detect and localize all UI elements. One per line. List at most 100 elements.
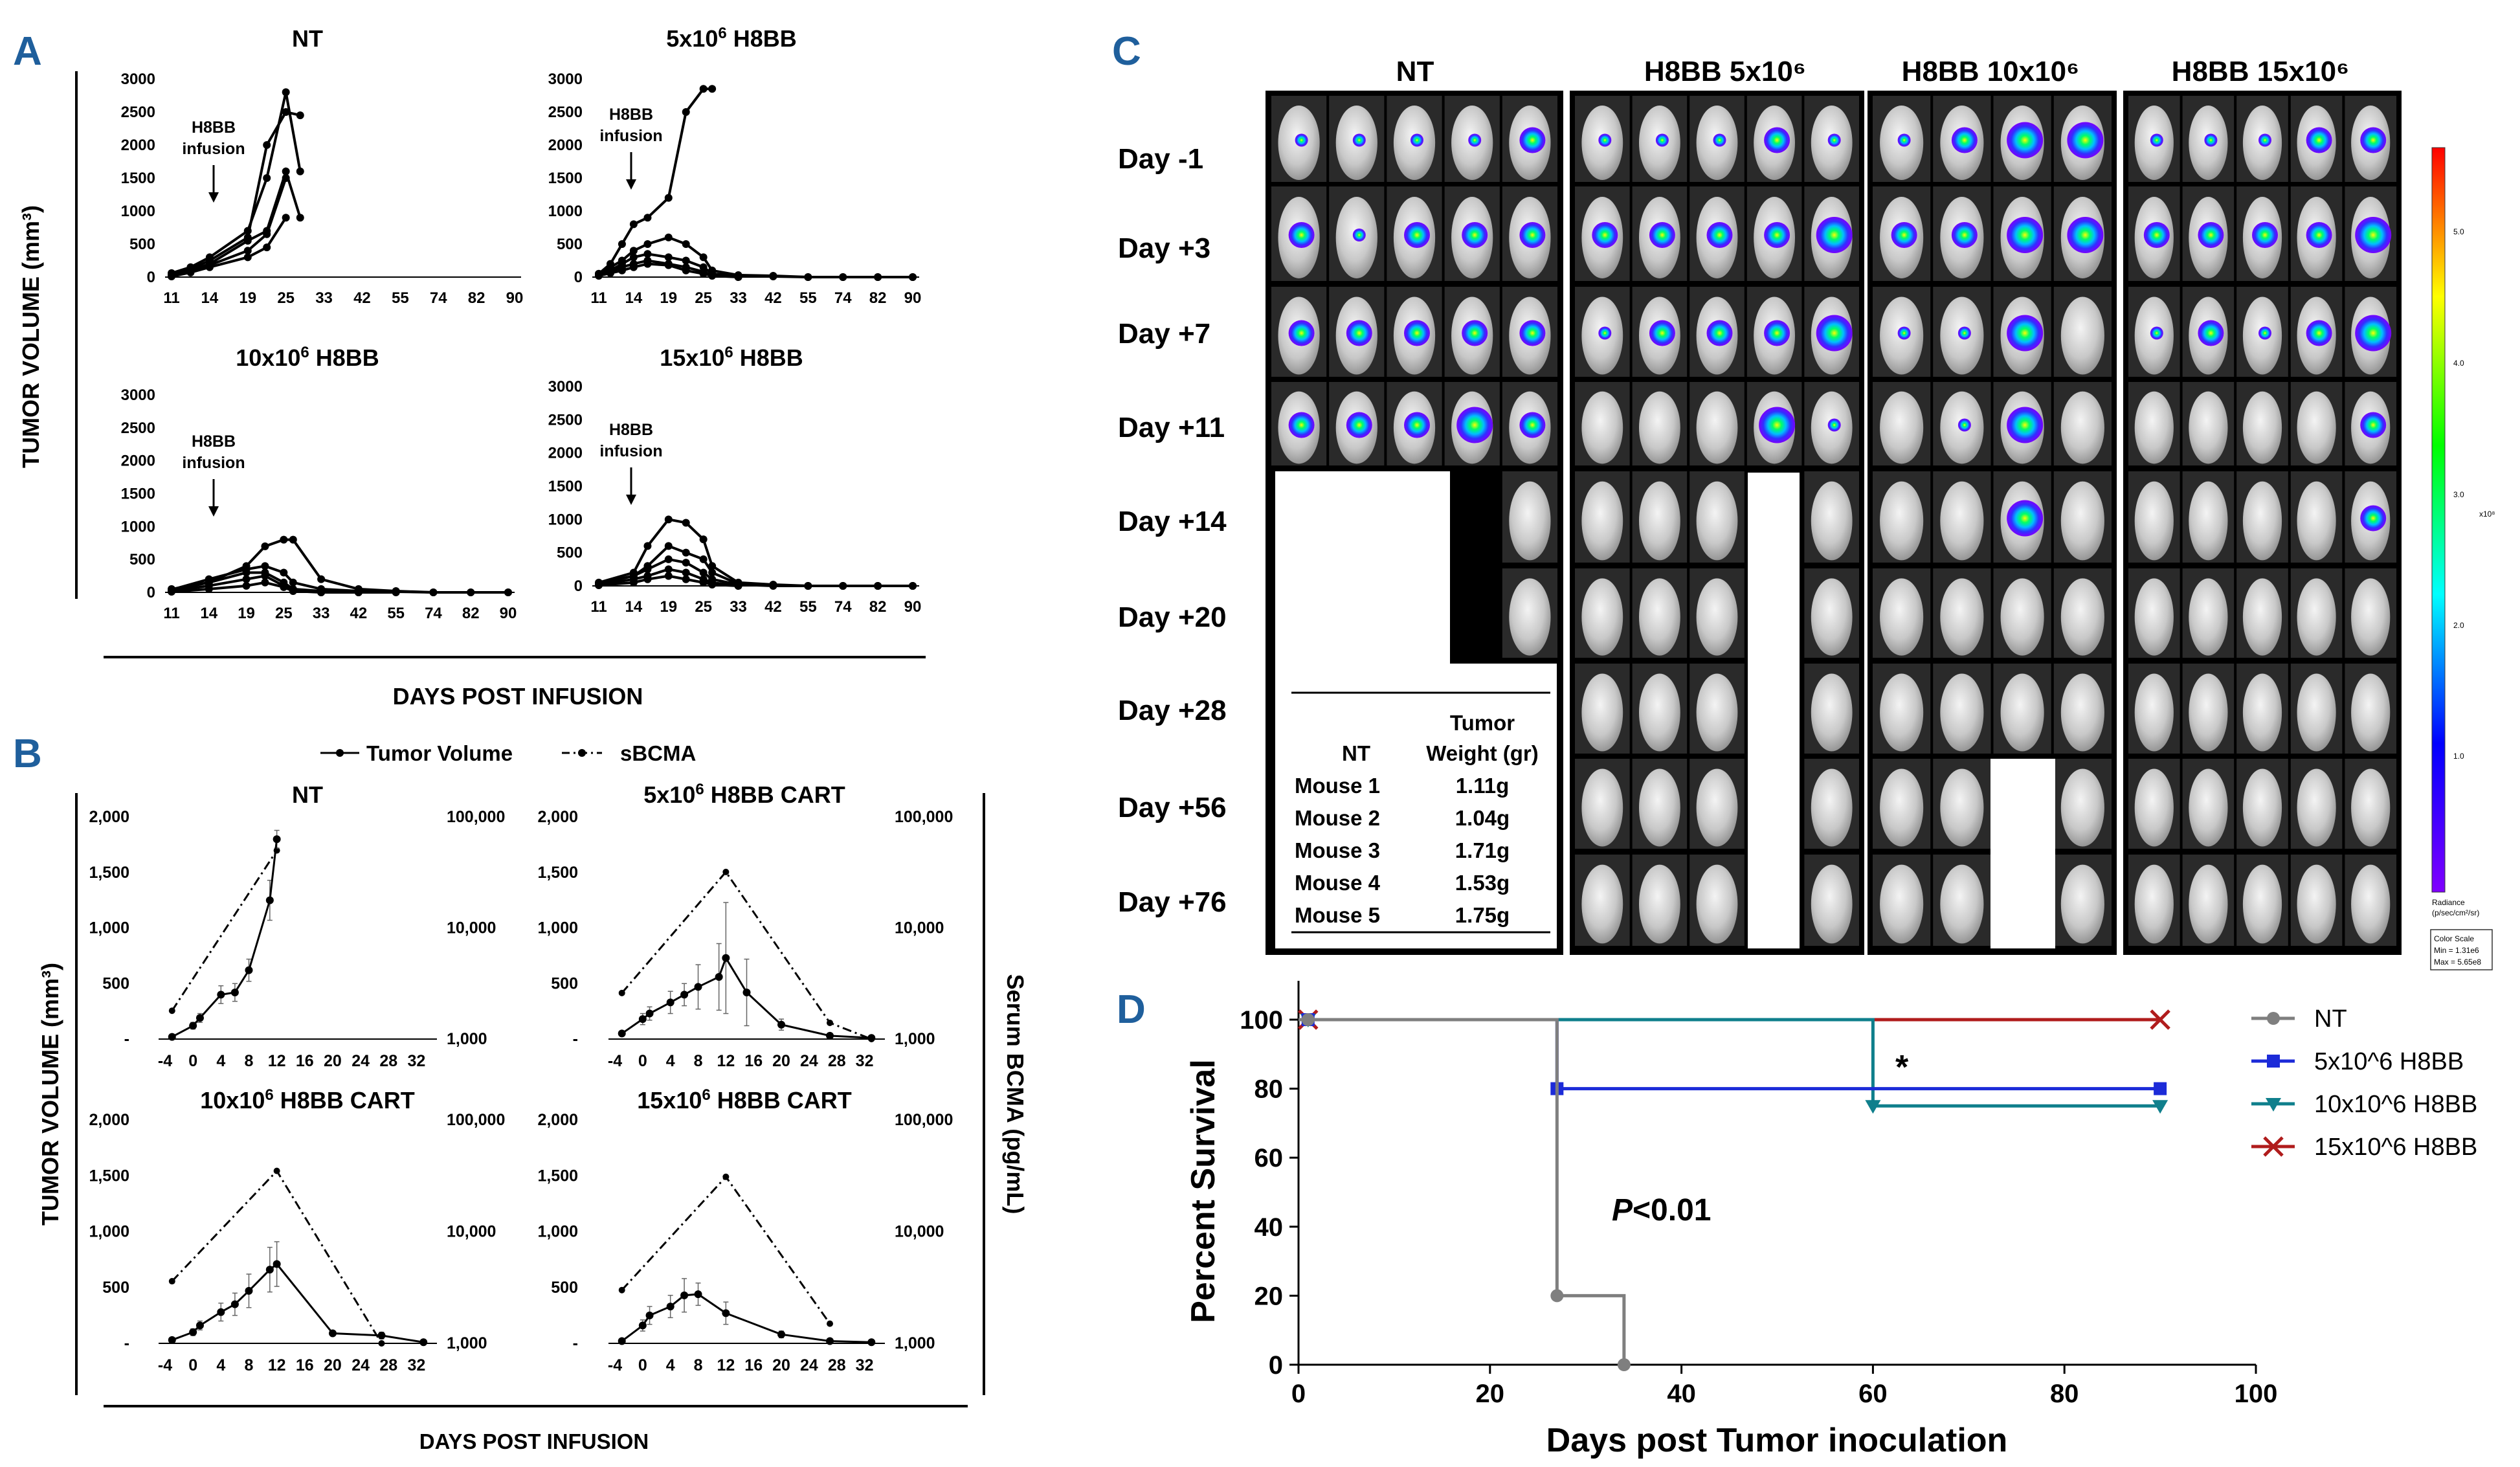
subplot-title: NT <box>292 25 323 52</box>
data-point <box>263 174 271 182</box>
y-tick-label: 1,000 <box>537 919 578 937</box>
bioluminescence-signal <box>1352 229 1366 241</box>
km-marker-circle <box>1550 1289 1564 1303</box>
data-point <box>282 108 290 116</box>
bioluminescence-signal <box>1462 222 1488 248</box>
x-tick-label: 55 <box>799 598 817 616</box>
panel-b: Tumor Volume sBCMA TUMOR VOLUME (mm³) Se… <box>37 741 1029 1453</box>
mouse-body <box>2134 673 2174 752</box>
x-tick-label: 8 <box>694 1052 703 1070</box>
bioluminescence-signal <box>2258 326 2271 340</box>
data-point <box>708 85 717 93</box>
data-point <box>629 247 638 255</box>
tumor-volume-point <box>645 1009 654 1018</box>
x-tick-label: -4 <box>608 1052 622 1070</box>
data-point <box>280 568 288 577</box>
infusion-annotation: infusion <box>182 140 245 158</box>
mouse-body <box>2134 578 2174 656</box>
bioluminescence-signal <box>1827 133 1841 147</box>
tumor-volume-point <box>328 1329 337 1338</box>
data-point <box>282 174 290 182</box>
bioluminescence-signal <box>1649 222 1675 248</box>
x-tick-label: 42 <box>764 598 782 616</box>
subplot-title: 10x106 H8BB <box>236 344 379 372</box>
x-tick-label: 25 <box>275 605 293 622</box>
bioluminescence-signal <box>2252 222 2278 248</box>
y-tick-label: 500 <box>102 1279 129 1297</box>
y-tick-label: 0 <box>574 269 583 286</box>
km-legend-item: 15x10^6 H8BB <box>2251 1134 2477 1161</box>
mouse-body <box>1880 768 1924 847</box>
significance-star: * <box>1895 1049 1909 1086</box>
y2-tick-label: 100,000 <box>447 1111 505 1129</box>
y-tick-label: 1,000 <box>537 1223 578 1241</box>
tumor-volume-line <box>621 1293 872 1343</box>
bioluminescence-signal <box>1519 222 1546 248</box>
data-point <box>682 548 690 557</box>
data-point <box>243 247 252 255</box>
tumor-volume-point <box>638 1321 647 1330</box>
colorbar-tick: 4.0 <box>2453 359 2464 368</box>
data-point <box>629 253 638 262</box>
mouse-body <box>1940 864 1984 944</box>
bioluminescence-signal <box>2360 505 2387 532</box>
infusion-arrow-head <box>626 495 636 505</box>
mouse-body <box>2242 391 2282 464</box>
panel-c-col-title-5x10: H8BB 5x10⁶ <box>1644 56 1806 87</box>
y-tick-label: 500 <box>551 1279 578 1297</box>
mouse-body <box>1880 578 1924 656</box>
km-step-line <box>1299 1018 2161 1108</box>
bioluminescence-signal <box>1288 320 1315 346</box>
data-point <box>874 273 882 281</box>
radiance-colorbar: 5.0 4.0 3.0 2.0 1.0 x10⁸ Radiance (p/sec… <box>2430 147 2495 970</box>
y-tick-label: 1500 <box>121 170 155 187</box>
data-point <box>643 260 652 268</box>
infusion-annotation: H8BB <box>609 106 653 124</box>
x-tick-label: 42 <box>353 289 371 307</box>
x-tick-label: 0 <box>188 1052 197 1070</box>
table-cell-weight: 1.04g <box>1455 806 1510 830</box>
x-tick-label: 8 <box>245 1356 254 1374</box>
bioluminescence-signal <box>1706 320 1733 346</box>
bioluminescence-signal <box>1655 133 1669 147</box>
mouse-body <box>1811 673 1853 752</box>
data-point <box>354 588 362 596</box>
mouse-body <box>2134 391 2174 464</box>
y2-tick-label: 10,000 <box>447 919 496 937</box>
data-point <box>186 268 195 276</box>
title-part: 15x10 <box>637 1087 702 1114</box>
x-tick-label: 4 <box>216 1356 225 1374</box>
mouse-body <box>2000 673 2044 752</box>
mouse-body <box>2297 673 2336 752</box>
panel-a-ylabel: TUMOR VOLUME (mm³) <box>17 205 44 468</box>
bioluminescence-signal <box>2306 320 2332 346</box>
bioluminescence-signal <box>1957 326 1971 340</box>
panel-c-day-label: Day +11 <box>1118 412 1225 443</box>
data-point <box>664 565 673 574</box>
x-tick-label: 4 <box>216 1052 225 1070</box>
colorbar-scale-box <box>2430 929 2493 970</box>
title-part: 15x10 <box>660 344 724 371</box>
data-point <box>595 271 603 280</box>
subplot-title: 10x106 H8BB CART <box>200 1086 414 1114</box>
data-point <box>242 575 251 583</box>
mouse-body <box>2297 768 2336 847</box>
x-tick-label: 28 <box>379 1052 397 1070</box>
subplot-title: NT <box>292 781 323 808</box>
y-tick-label: 2500 <box>121 104 155 121</box>
y2-tick-label: 1,000 <box>447 1334 487 1352</box>
y-tick-label: 2500 <box>548 104 583 121</box>
data-point <box>708 568 717 577</box>
y-tick-label: 0 <box>147 584 155 601</box>
bioluminescence-signal <box>1519 412 1546 438</box>
data-point <box>708 271 717 280</box>
bioluminescence-signal <box>2067 122 2104 159</box>
y-tick-label: 500 <box>129 236 155 253</box>
km-marker-triangle <box>2152 1100 2169 1114</box>
table-cell-weight: 1.53g <box>1455 871 1510 895</box>
data-point <box>682 519 690 527</box>
data-point <box>682 575 690 583</box>
series-line <box>171 565 508 594</box>
